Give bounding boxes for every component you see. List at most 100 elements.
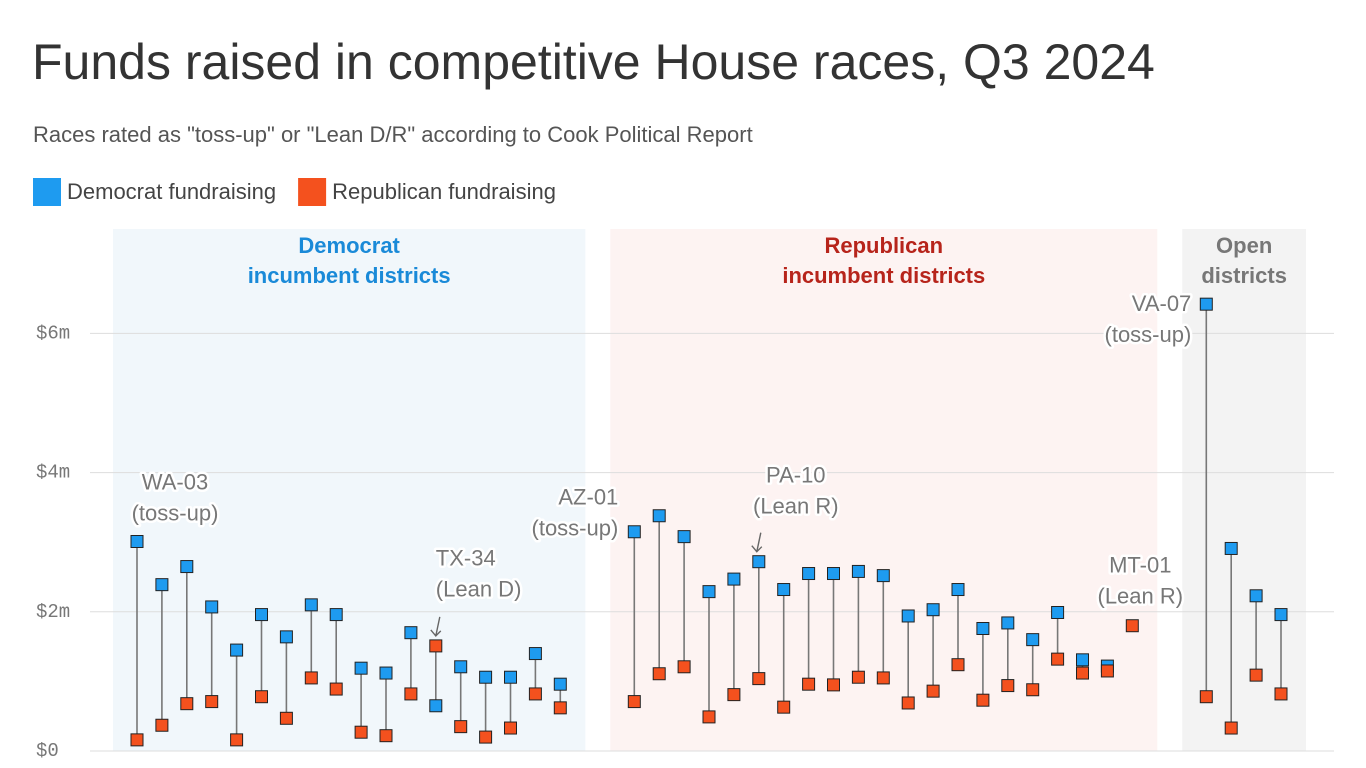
dot xyxy=(901,609,915,623)
dot xyxy=(951,658,965,672)
dot xyxy=(1001,679,1015,693)
dot xyxy=(627,695,641,709)
dot xyxy=(976,622,990,636)
dot xyxy=(528,687,542,701)
dot xyxy=(827,678,840,692)
group-title: Republican xyxy=(825,233,944,258)
dot xyxy=(429,699,443,713)
dot xyxy=(876,671,890,685)
group-title: incumbent districts xyxy=(782,263,985,288)
dot xyxy=(1249,668,1263,682)
dot xyxy=(479,670,493,684)
dot xyxy=(354,661,368,675)
group-title: districts xyxy=(1201,263,1287,288)
dot xyxy=(279,711,293,725)
dot xyxy=(652,509,666,523)
dot xyxy=(926,684,940,698)
dot xyxy=(752,672,766,686)
dot xyxy=(155,718,169,732)
dot xyxy=(230,733,244,747)
y-tick-label: $4m xyxy=(36,462,70,484)
legend-label: Republican fundraising xyxy=(332,179,556,204)
chart-subtitle: Races rated as "toss-up" or "Lean D/R" a… xyxy=(33,122,753,147)
dot xyxy=(1001,616,1015,630)
annotation-label: VA-07 xyxy=(1132,291,1192,316)
dot xyxy=(479,730,493,744)
dot xyxy=(354,725,368,739)
dot xyxy=(827,567,840,581)
dot xyxy=(1100,664,1114,678)
annotation-note: (Lean D) xyxy=(436,577,522,602)
y-tick-label: $2m xyxy=(36,601,70,623)
legend-label: Democrat fundraising xyxy=(67,179,276,204)
dot xyxy=(504,670,517,684)
dot xyxy=(951,583,965,597)
dot xyxy=(379,666,393,680)
dot xyxy=(926,603,940,617)
dot xyxy=(1076,653,1089,667)
y-tick-label: $6m xyxy=(36,322,70,344)
dot xyxy=(528,647,542,661)
legend-swatch xyxy=(33,178,61,206)
dot xyxy=(876,569,890,583)
dot xyxy=(677,660,691,674)
dot xyxy=(1224,721,1238,735)
annotation-label: AZ-01 xyxy=(558,485,618,510)
dot xyxy=(1224,541,1238,555)
dot xyxy=(802,677,816,691)
dot xyxy=(329,608,343,622)
dot xyxy=(1026,633,1040,647)
dot xyxy=(180,697,194,711)
annotation-arrow xyxy=(751,532,763,553)
annotation-note: (toss-up) xyxy=(1105,322,1192,347)
dot xyxy=(155,578,169,592)
dot xyxy=(255,690,268,704)
dot xyxy=(1051,652,1065,666)
dot xyxy=(851,670,865,684)
dot xyxy=(1125,619,1139,633)
dot xyxy=(1249,589,1263,603)
dot xyxy=(901,696,915,710)
dot xyxy=(777,700,791,714)
group-background xyxy=(113,229,586,751)
dot xyxy=(454,660,468,674)
dot xyxy=(627,525,641,539)
dot xyxy=(304,671,318,685)
dot xyxy=(677,530,691,544)
dot xyxy=(454,720,468,734)
dot xyxy=(727,572,741,586)
annotation-label: WA-03 xyxy=(142,469,208,494)
dot xyxy=(777,583,791,597)
dot xyxy=(727,688,741,702)
annotation-note: (Lean R) xyxy=(753,494,839,519)
dot xyxy=(504,721,517,735)
group-title: incumbent districts xyxy=(248,263,451,288)
dot xyxy=(230,643,244,657)
annotation-note: (Lean R) xyxy=(1098,584,1184,609)
annotation-label: MT-01 xyxy=(1109,553,1171,578)
dot xyxy=(404,626,418,640)
dot xyxy=(130,733,144,747)
dot xyxy=(976,693,990,707)
dot xyxy=(404,687,418,701)
dot xyxy=(1274,608,1288,622)
dot xyxy=(1076,666,1089,680)
annotation-label: PA-10 xyxy=(766,463,826,488)
dot xyxy=(752,555,766,569)
dot xyxy=(180,560,194,574)
legend-swatch xyxy=(298,178,327,206)
dot xyxy=(553,677,567,691)
dot xyxy=(1051,605,1065,619)
chart-title: Funds raised in competitive House races,… xyxy=(32,34,1155,90)
annotation-arrow xyxy=(430,616,442,637)
dot xyxy=(1199,690,1213,704)
annotation-label: TX-34 xyxy=(436,546,496,571)
annotation-note: (toss-up) xyxy=(132,500,219,525)
dot xyxy=(255,608,268,622)
dot xyxy=(279,630,293,644)
dot xyxy=(205,600,219,614)
group-title: Democrat xyxy=(298,233,400,258)
dot xyxy=(205,695,219,709)
dot xyxy=(652,667,666,681)
dot xyxy=(429,639,443,653)
